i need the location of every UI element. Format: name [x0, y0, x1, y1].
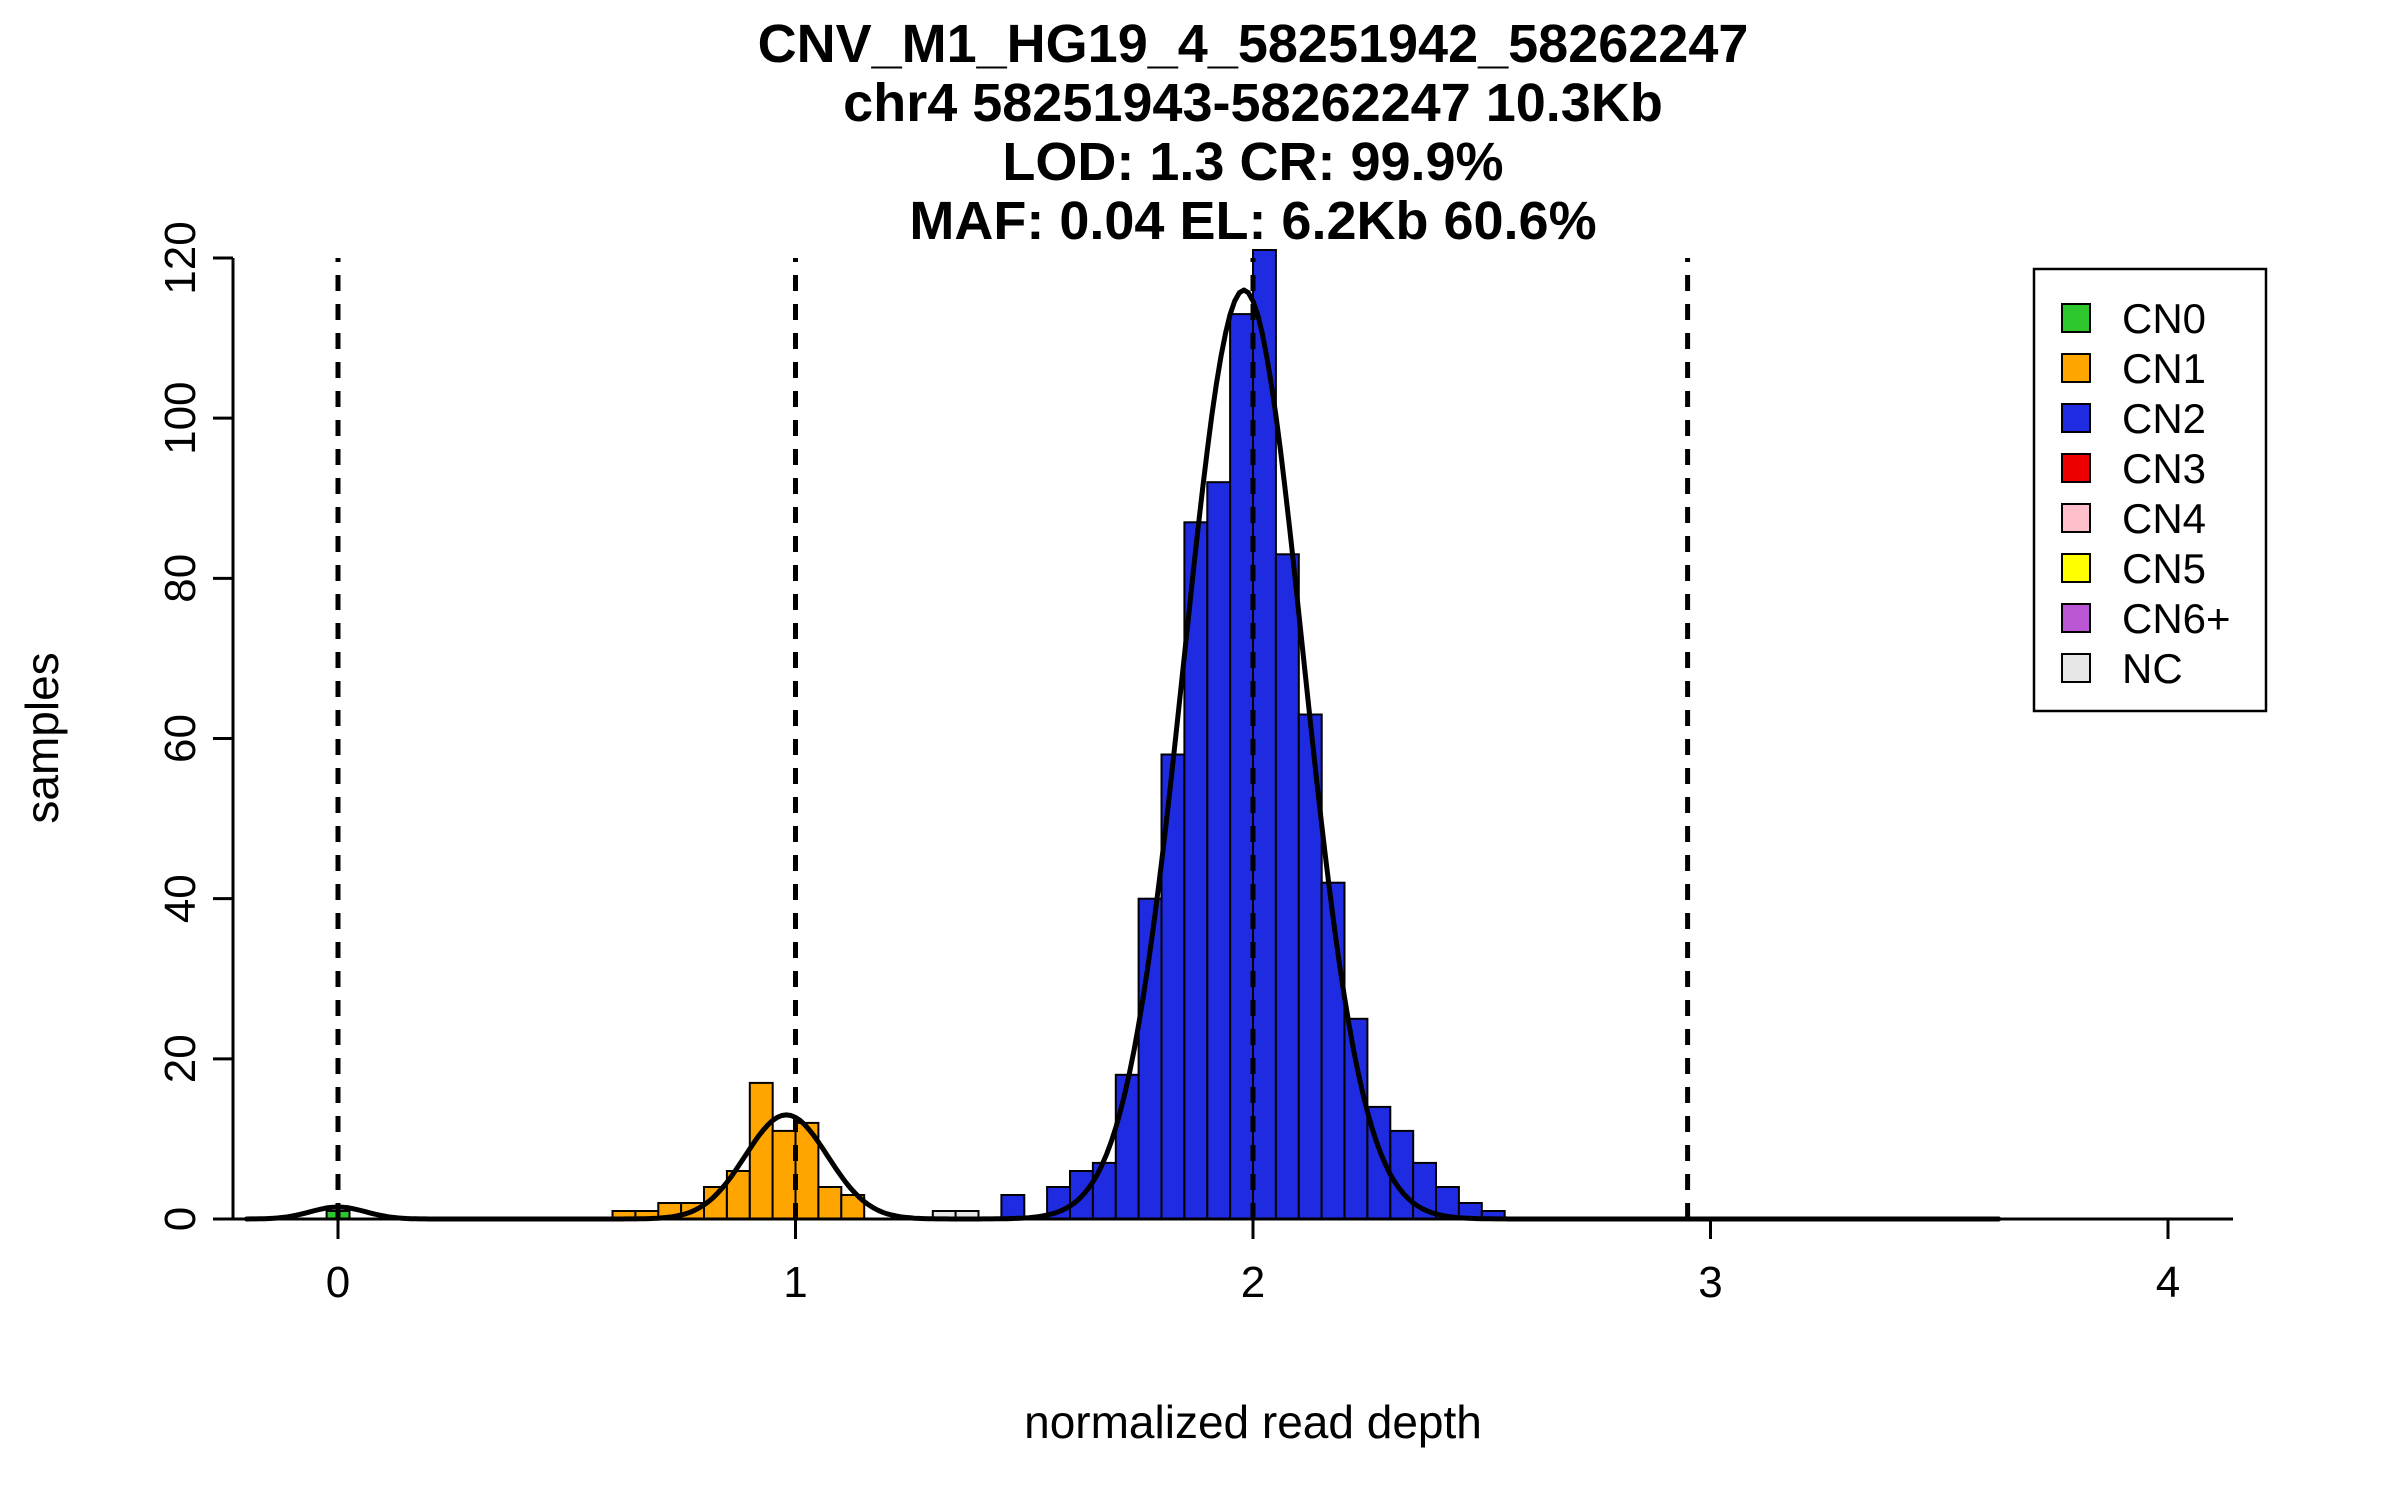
legend-label: NC: [2122, 645, 2183, 692]
y-tick-label: 60: [156, 714, 205, 763]
legend-swatch-cn0: [2061, 303, 2091, 333]
x-tick-label: 4: [2156, 1258, 2180, 1307]
legend-label: CN0: [2122, 295, 2206, 342]
histogram-bar-cn2: [1274, 553, 1300, 1220]
histogram-bar-cn2: [1343, 1017, 1369, 1220]
legend-label: CN4: [2122, 495, 2206, 542]
y-tick-label: 80: [156, 554, 205, 603]
x-tick-label: 3: [1698, 1258, 1722, 1307]
legend-swatch-cn4: [2061, 503, 2091, 533]
y-tick-label: 120: [156, 221, 205, 294]
histogram-bar-cn2: [1206, 481, 1232, 1220]
legend-box: [2032, 267, 2268, 713]
histogram-bar-cn2: [1114, 1073, 1140, 1221]
histogram-bar-cn2: [1229, 313, 1254, 1221]
plot-area: [244, 249, 2002, 1222]
y-tick-label: 100: [156, 381, 205, 454]
y-tick-label: 40: [156, 874, 205, 923]
chart-title-line1: CNV_M1_HG19_4_58251942_58262247: [758, 14, 1749, 74]
chart-title-line3: LOD: 1.3 CR: 99.9%: [1002, 132, 1503, 192]
x-tick-label: 2: [1241, 1258, 1265, 1307]
legend-swatch-cn5: [2061, 553, 2091, 583]
legend-label: CN1: [2122, 345, 2206, 392]
legend-label: CN3: [2122, 445, 2206, 492]
legend-label: CN6+: [2122, 595, 2231, 642]
legend-swatch-cn3: [2061, 453, 2091, 483]
y-tick-label: 20: [156, 1034, 205, 1083]
histogram-bar-cn1: [771, 1129, 797, 1221]
y-tick-label: 0: [156, 1207, 205, 1231]
chart-title-line4: MAF: 0.04 EL: 6.2Kb 60.6%: [909, 191, 1596, 251]
histogram-bar-cn2: [1000, 1194, 1026, 1220]
x-tick-label: 0: [326, 1258, 350, 1307]
x-axis-title: normalized read depth: [1024, 1396, 1482, 1448]
histogram-bar-cn2: [1389, 1129, 1415, 1221]
y-axis-title: samples: [16, 652, 68, 823]
legend-swatch-nc: [2061, 653, 2091, 683]
x-tick-label: 1: [783, 1258, 807, 1307]
chart-title-line2: chr4 58251943-58262247 10.3Kb: [843, 73, 1663, 133]
histogram-bar-cn1: [748, 1081, 774, 1221]
legend-label: CN5: [2122, 545, 2206, 592]
legend-label: CN2: [2122, 395, 2206, 442]
legend-swatch-cn6plus: [2061, 603, 2091, 633]
chart-titles: CNV_M1_HG19_4_58251942_58262247 chr4 582…: [758, 14, 1749, 251]
legend-swatch-cn2: [2061, 403, 2091, 433]
histogram-bar-cn1: [817, 1186, 843, 1220]
legend-swatch-cn1: [2061, 353, 2091, 383]
